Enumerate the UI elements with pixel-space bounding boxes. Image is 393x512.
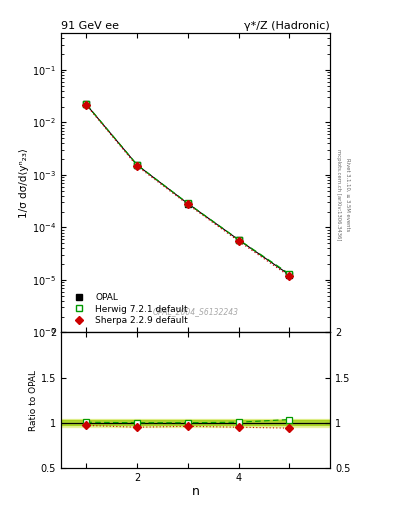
Sherpa 2.2.9 default [236,238,241,244]
Y-axis label: Ratio to OPAL: Ratio to OPAL [29,370,38,431]
Herwig 7.2.1 default [135,162,140,168]
Sherpa 2.2.9 default [185,201,190,207]
OPAL [135,162,140,168]
Herwig 7.2.1 default [236,237,241,243]
OPAL [287,272,292,278]
Y-axis label: 1/σ dσ/d⟨yⁿ₂₃⟩: 1/σ dσ/d⟨yⁿ₂₃⟩ [19,148,29,218]
Sherpa 2.2.9 default [287,273,292,279]
Text: mcplots.cern.ch [arXiv:1306.3436]: mcplots.cern.ch [arXiv:1306.3436] [336,149,341,240]
OPAL [185,201,190,207]
Text: OPAL_2004_S6132243: OPAL_2004_S6132243 [152,307,239,316]
OPAL [236,237,241,243]
OPAL [84,101,89,108]
Text: Rivet 3.1.10, ≥ 3.5M events: Rivet 3.1.10, ≥ 3.5M events [345,158,350,231]
Text: γ*/Z (Hadronic): γ*/Z (Hadronic) [244,21,330,31]
Text: 91 GeV ee: 91 GeV ee [61,21,119,31]
Line: OPAL: OPAL [83,101,293,279]
Line: Herwig 7.2.1 default: Herwig 7.2.1 default [83,101,293,278]
Legend: OPAL, Herwig 7.2.1 default, Sherpa 2.2.9 default: OPAL, Herwig 7.2.1 default, Sherpa 2.2.9… [65,290,191,328]
Herwig 7.2.1 default [287,271,292,277]
Sherpa 2.2.9 default [135,163,140,169]
Herwig 7.2.1 default [84,101,89,108]
Line: Sherpa 2.2.9 default: Sherpa 2.2.9 default [84,102,292,279]
X-axis label: n: n [191,485,200,498]
Herwig 7.2.1 default [185,200,190,206]
Sherpa 2.2.9 default [84,102,89,108]
